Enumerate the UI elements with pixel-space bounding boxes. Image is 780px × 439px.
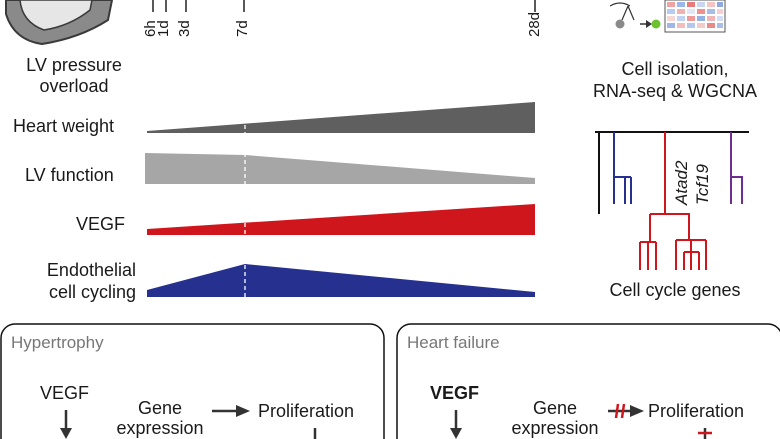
tick-3d: 3d (176, 20, 193, 37)
heart-failure-gene-line2: expression (511, 418, 599, 438)
hypertrophy-arrows (60, 405, 317, 439)
heatmap-icon (664, 0, 726, 33)
model-label-line1: LV pressure (26, 55, 122, 75)
cell-isolation-icon (609, 2, 661, 29)
hypertrophy-gene-expression: Gene expression (110, 398, 210, 438)
cell-cycle-genes-label: Cell cycle genes (609, 280, 741, 300)
ec-cycling-line1: Endothelial (46, 260, 136, 280)
heart-failure-arrows (450, 403, 712, 439)
hypertrophy-gene-line2: expression (116, 418, 204, 438)
ec-cycling-label: Endothelial cell cycling (23, 259, 136, 303)
gene-tcf19-label: Tcf19 (693, 164, 712, 205)
hypertrophy-panel (0, 323, 385, 439)
heart-failure-gene-expression: Gene expression (505, 398, 605, 438)
model-label: LV pressure overload (4, 55, 144, 97)
heart-failure-title: Heart failure (407, 333, 500, 352)
vegf-label: VEGF (76, 214, 126, 234)
hypertrophy-vegf: VEGF (40, 383, 90, 403)
heart-icon (5, 0, 114, 46)
lv-function-label: LV function (25, 165, 114, 185)
tick-28d: 28d (526, 11, 543, 37)
heart-failure-panel (396, 323, 780, 439)
heart-weight-wedge (147, 102, 535, 133)
gene-atad2-label: Atad2 (672, 160, 691, 205)
timeline-tick-marks (152, 0, 536, 12)
model-label-line2: overload (39, 76, 109, 96)
ec-cycling-wedge (147, 264, 535, 297)
dendrogram (595, 131, 749, 270)
hypertrophy-title: Hypertrophy (11, 333, 104, 352)
hypertrophy-gene-line1: Gene (137, 398, 183, 418)
cell-isolation-line2: RNA-seq & WGCNA (592, 81, 758, 101)
heart-weight-label: Heart weight (13, 116, 115, 136)
lv-function-band (145, 153, 535, 184)
heart-failure-proliferation: Proliferation (648, 401, 745, 421)
hypertrophy-proliferation: Proliferation (258, 401, 355, 421)
ec-cycling-line2: cell cycling (48, 282, 136, 302)
tick-7d: 7d (234, 20, 251, 37)
heart-failure-vegf: VEGF (430, 383, 480, 403)
cell-isolation-line1: Cell isolation, (621, 59, 729, 79)
heart-failure-gene-line1: Gene (532, 398, 578, 418)
cell-isolation-label: Cell isolation, RNA-seq & WGCNA (570, 58, 780, 102)
tick-1d: 1d (155, 20, 172, 37)
vegf-wedge (147, 204, 535, 235)
